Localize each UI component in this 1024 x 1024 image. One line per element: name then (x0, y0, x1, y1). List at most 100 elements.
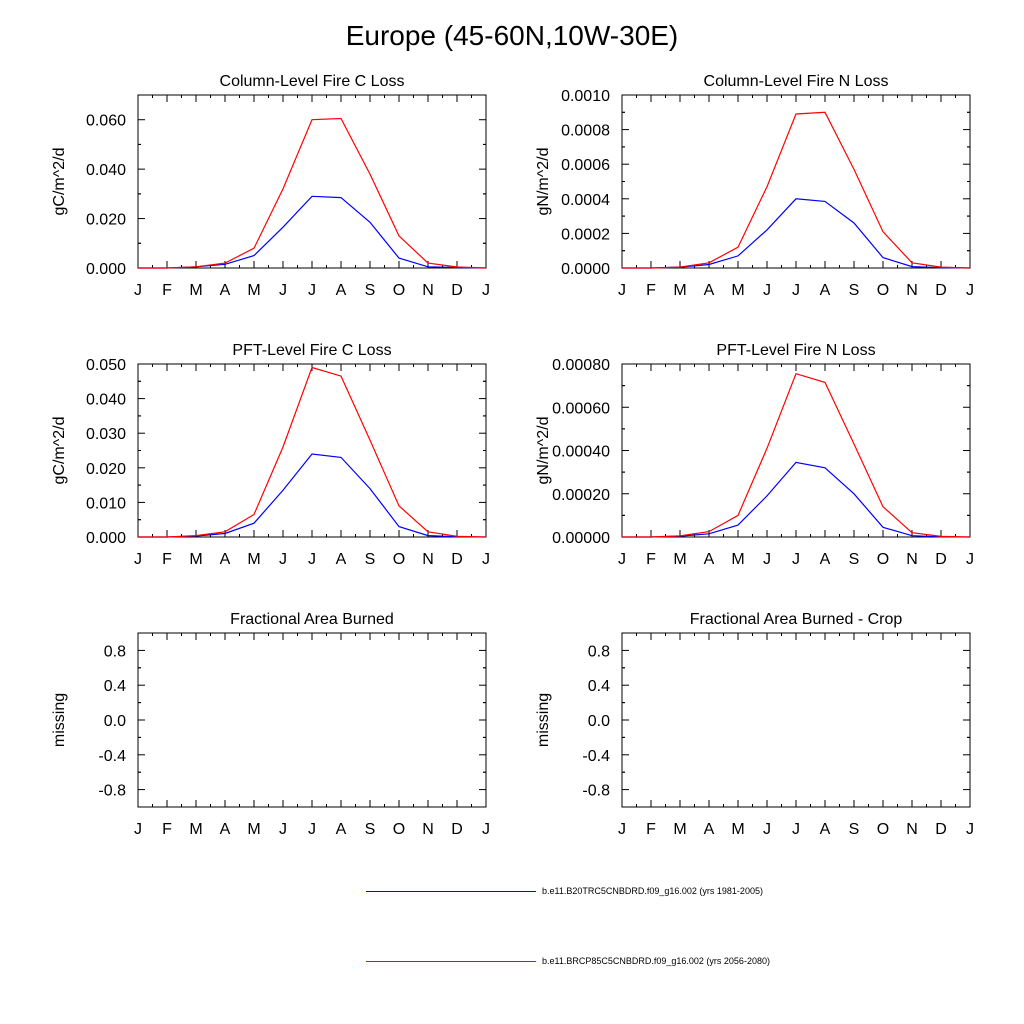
x-tick-label: O (393, 551, 405, 568)
x-tick-label: A (220, 821, 231, 838)
x-tick-label: M (731, 282, 744, 299)
x-tick-label: D (451, 282, 463, 299)
series-line (138, 195, 487, 269)
x-tick-label: F (646, 282, 656, 299)
y-axis-label: gN/m^2/d (535, 148, 552, 216)
x-tick-label: N (906, 551, 918, 568)
x-tick-label: M (731, 551, 744, 568)
x-tick-label: J (308, 551, 316, 568)
x-tick-label: D (935, 282, 947, 299)
y-tick-label: 0.050 (86, 357, 126, 374)
x-tick-label: D (451, 821, 463, 838)
y-tick-label: 0.030 (86, 426, 126, 443)
x-tick-label: D (935, 551, 947, 568)
y-tick-label: 0.4 (104, 678, 126, 695)
x-tick-label: S (365, 282, 376, 299)
x-tick-label: J (482, 282, 490, 299)
y-tick-label: 0.0004 (561, 192, 610, 209)
x-tick-label: J (134, 282, 142, 299)
x-tick-label: D (451, 551, 463, 568)
y-tick-label: 0.0010 (561, 88, 610, 105)
y-axis-label: missing (51, 693, 68, 747)
x-tick-label: N (906, 821, 918, 838)
y-tick-label: 0.4 (588, 678, 610, 695)
y-tick-label: 0.000 (86, 261, 126, 278)
x-tick-label: J (618, 282, 626, 299)
x-tick-label: A (704, 821, 715, 838)
x-tick-label: A (820, 821, 831, 838)
x-tick-label: J (279, 821, 287, 838)
x-tick-label: A (820, 551, 831, 568)
x-tick-label: A (704, 551, 715, 568)
y-tick-label: 0.0008 (561, 123, 610, 140)
x-tick-label: N (422, 821, 434, 838)
x-tick-label: J (308, 282, 316, 299)
y-tick-label: 0.000 (86, 530, 126, 547)
y-axis-label: gN/m^2/d (535, 417, 552, 485)
series-line (138, 366, 487, 538)
x-tick-label: M (189, 282, 202, 299)
y-tick-label: 0.8 (104, 643, 126, 660)
x-tick-label: S (849, 821, 860, 838)
x-tick-label: N (906, 282, 918, 299)
x-tick-label: A (220, 282, 231, 299)
series-line (138, 453, 487, 538)
x-tick-label: S (849, 282, 860, 299)
x-tick-label: F (646, 551, 656, 568)
y-tick-label: 0.00000 (552, 530, 610, 547)
y-tick-label: 0.010 (86, 495, 126, 512)
x-tick-label: O (393, 282, 405, 299)
x-tick-label: M (247, 282, 260, 299)
x-tick-label: J (618, 551, 626, 568)
x-tick-label: F (162, 551, 172, 568)
y-tick-label: 0.020 (86, 461, 126, 478)
x-tick-label: M (247, 821, 260, 838)
plot-frame (137, 632, 487, 808)
y-tick-label: 0.8 (588, 643, 610, 660)
y-tick-label: 0.0 (588, 713, 610, 730)
x-tick-label: J (966, 282, 974, 299)
legend-item: b.e11.B20TRC5CNBDRD.f09_g16.002 (yrs 198… (366, 884, 763, 898)
y-tick-label: 0.060 (86, 113, 126, 130)
x-tick-label: J (966, 821, 974, 838)
plot-frame (621, 632, 971, 808)
y-tick-label: 0.00080 (552, 357, 610, 374)
y-tick-label: 0.0000 (561, 261, 610, 278)
x-tick-label: J (279, 282, 287, 299)
panel-title: Column-Level Fire C Loss (220, 73, 405, 90)
x-tick-label: S (365, 551, 376, 568)
x-tick-label: F (162, 821, 172, 838)
x-tick-label: D (935, 821, 947, 838)
x-tick-label: J (618, 821, 626, 838)
x-tick-label: F (162, 282, 172, 299)
y-tick-label: 0.040 (86, 162, 126, 179)
x-tick-label: N (422, 551, 434, 568)
y-axis-label: gC/m^2/d (51, 148, 68, 216)
panel-title: Column-Level Fire N Loss (704, 73, 889, 90)
legend-item: b.e11.BRCP85C5CNBDRD.f09_g16.002 (yrs 20… (366, 954, 770, 968)
series-line (622, 198, 971, 269)
x-tick-label: M (189, 551, 202, 568)
y-tick-label: 0.0 (104, 713, 126, 730)
y-tick-label: -0.8 (582, 783, 610, 800)
y-axis-label: gC/m^2/d (51, 417, 68, 485)
x-tick-label: F (646, 821, 656, 838)
plot-frame (137, 363, 487, 538)
x-tick-label: M (731, 821, 744, 838)
y-tick-label: -0.4 (582, 748, 610, 765)
legend-label: b.e11.B20TRC5CNBDRD.f09_g16.002 (yrs 198… (542, 886, 763, 896)
y-tick-label: 0.00020 (552, 487, 610, 504)
x-tick-label: O (877, 821, 889, 838)
x-tick-label: J (763, 821, 771, 838)
x-tick-label: A (704, 282, 715, 299)
x-tick-label: M (673, 282, 686, 299)
x-tick-label: J (763, 551, 771, 568)
figure-title: Europe (45-60N,10W-30E) (345, 20, 679, 51)
x-tick-label: J (763, 282, 771, 299)
x-tick-label: J (482, 821, 490, 838)
x-tick-label: J (792, 551, 800, 568)
x-tick-label: S (365, 821, 376, 838)
y-tick-label: 0.020 (86, 212, 126, 229)
plot-frame (621, 363, 971, 538)
